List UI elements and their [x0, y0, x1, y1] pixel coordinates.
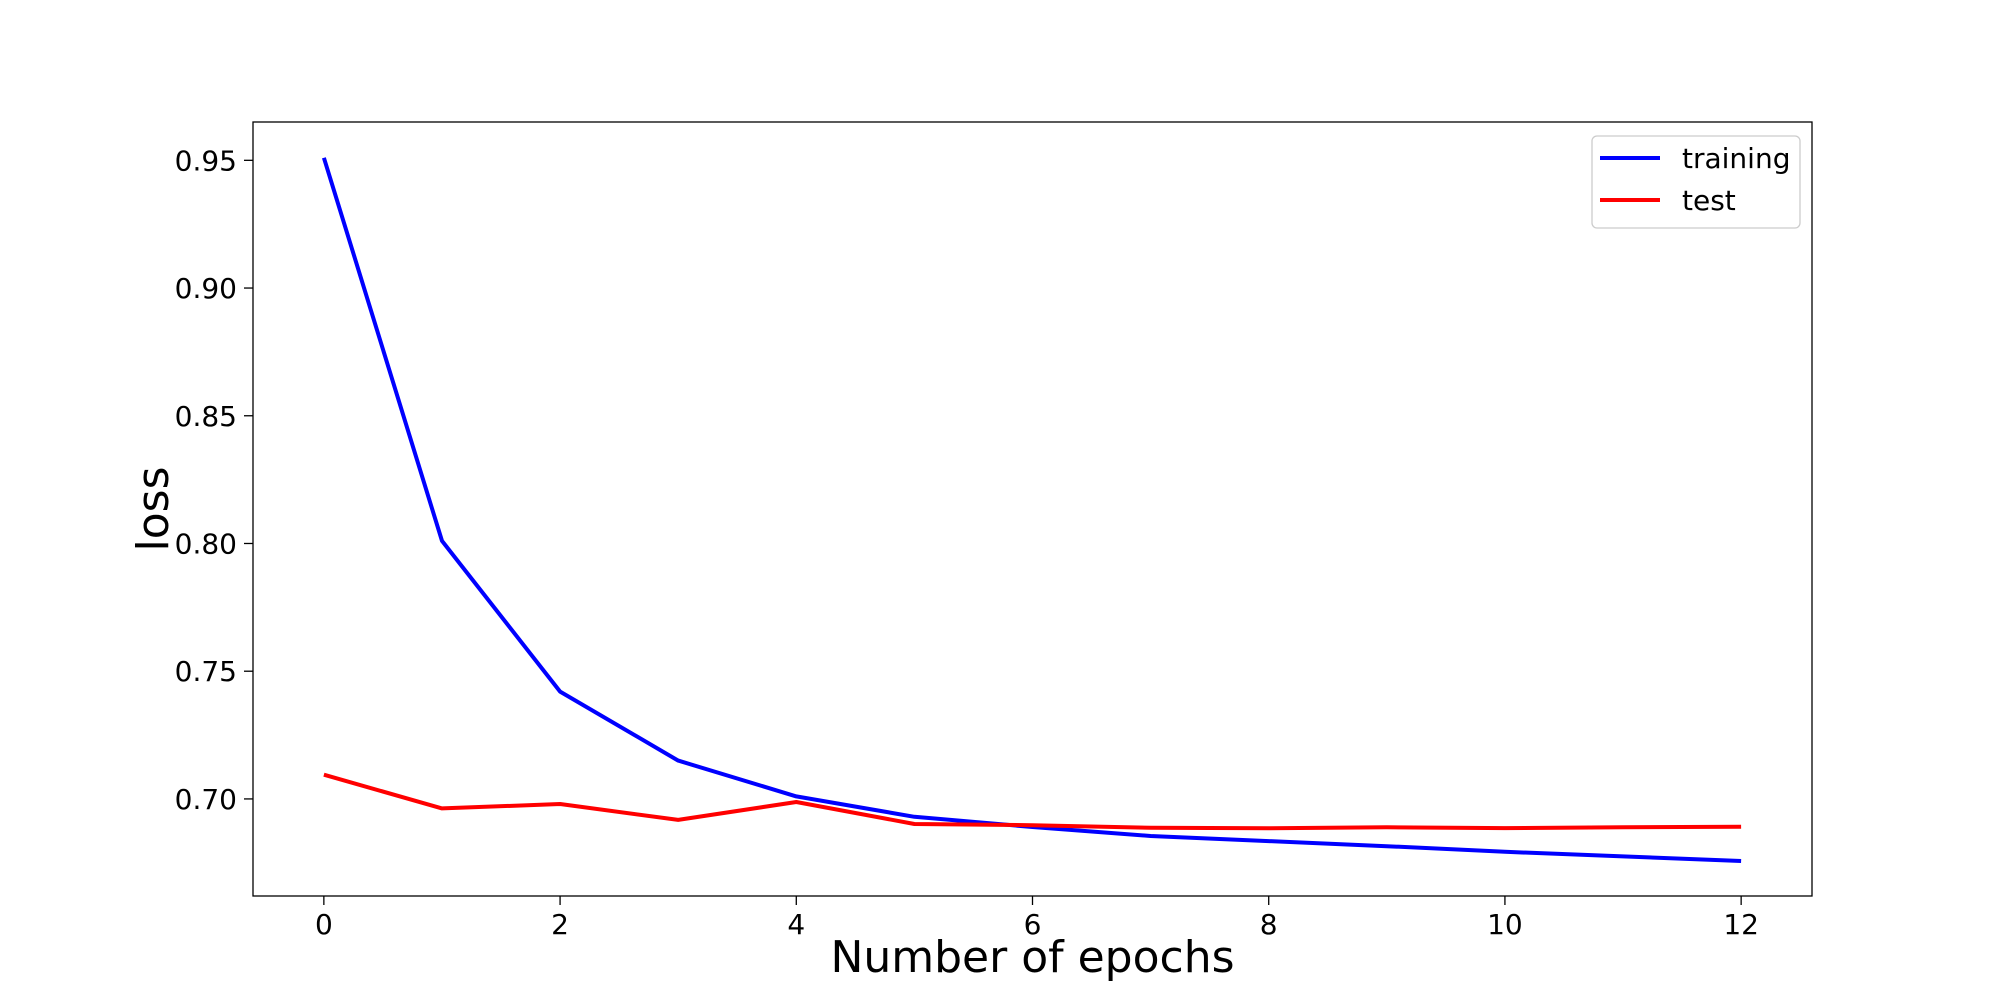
- x-tick-label: 10: [1487, 908, 1523, 941]
- legend: training test: [1591, 135, 1801, 229]
- legend-label-training: training: [1682, 142, 1790, 175]
- series-line-test: [323, 772, 1742, 831]
- y-tick-label: 0.75: [175, 655, 237, 688]
- y-tick-label: 0.85: [175, 400, 237, 433]
- x-axis-label: Number of epochs: [830, 932, 1234, 983]
- plot-lines: [321, 157, 1742, 863]
- y-axis-label: loss: [128, 467, 179, 552]
- series-line-training: [321, 157, 1742, 863]
- y-tick-label: 0.70: [175, 783, 237, 816]
- legend-label-test: test: [1682, 184, 1736, 217]
- y-axis: 0.70 0.75 0.80 0.85 0.90 0.95: [175, 144, 253, 816]
- x-tick-label: 6: [1024, 908, 1042, 941]
- y-tick-label: 0.90: [175, 272, 237, 305]
- y-tick-label: 0.95: [175, 144, 237, 177]
- x-axis: 0 2 4 6 8 10 12: [315, 896, 1759, 941]
- x-tick-label: 12: [1723, 908, 1759, 941]
- x-tick-label: 0: [315, 908, 333, 941]
- y-tick-label: 0.80: [175, 527, 237, 560]
- x-tick-label: 2: [551, 908, 569, 941]
- x-tick-label: 8: [1260, 908, 1278, 941]
- x-tick-label: 4: [787, 908, 805, 941]
- plot-area-frame: [252, 121, 1813, 897]
